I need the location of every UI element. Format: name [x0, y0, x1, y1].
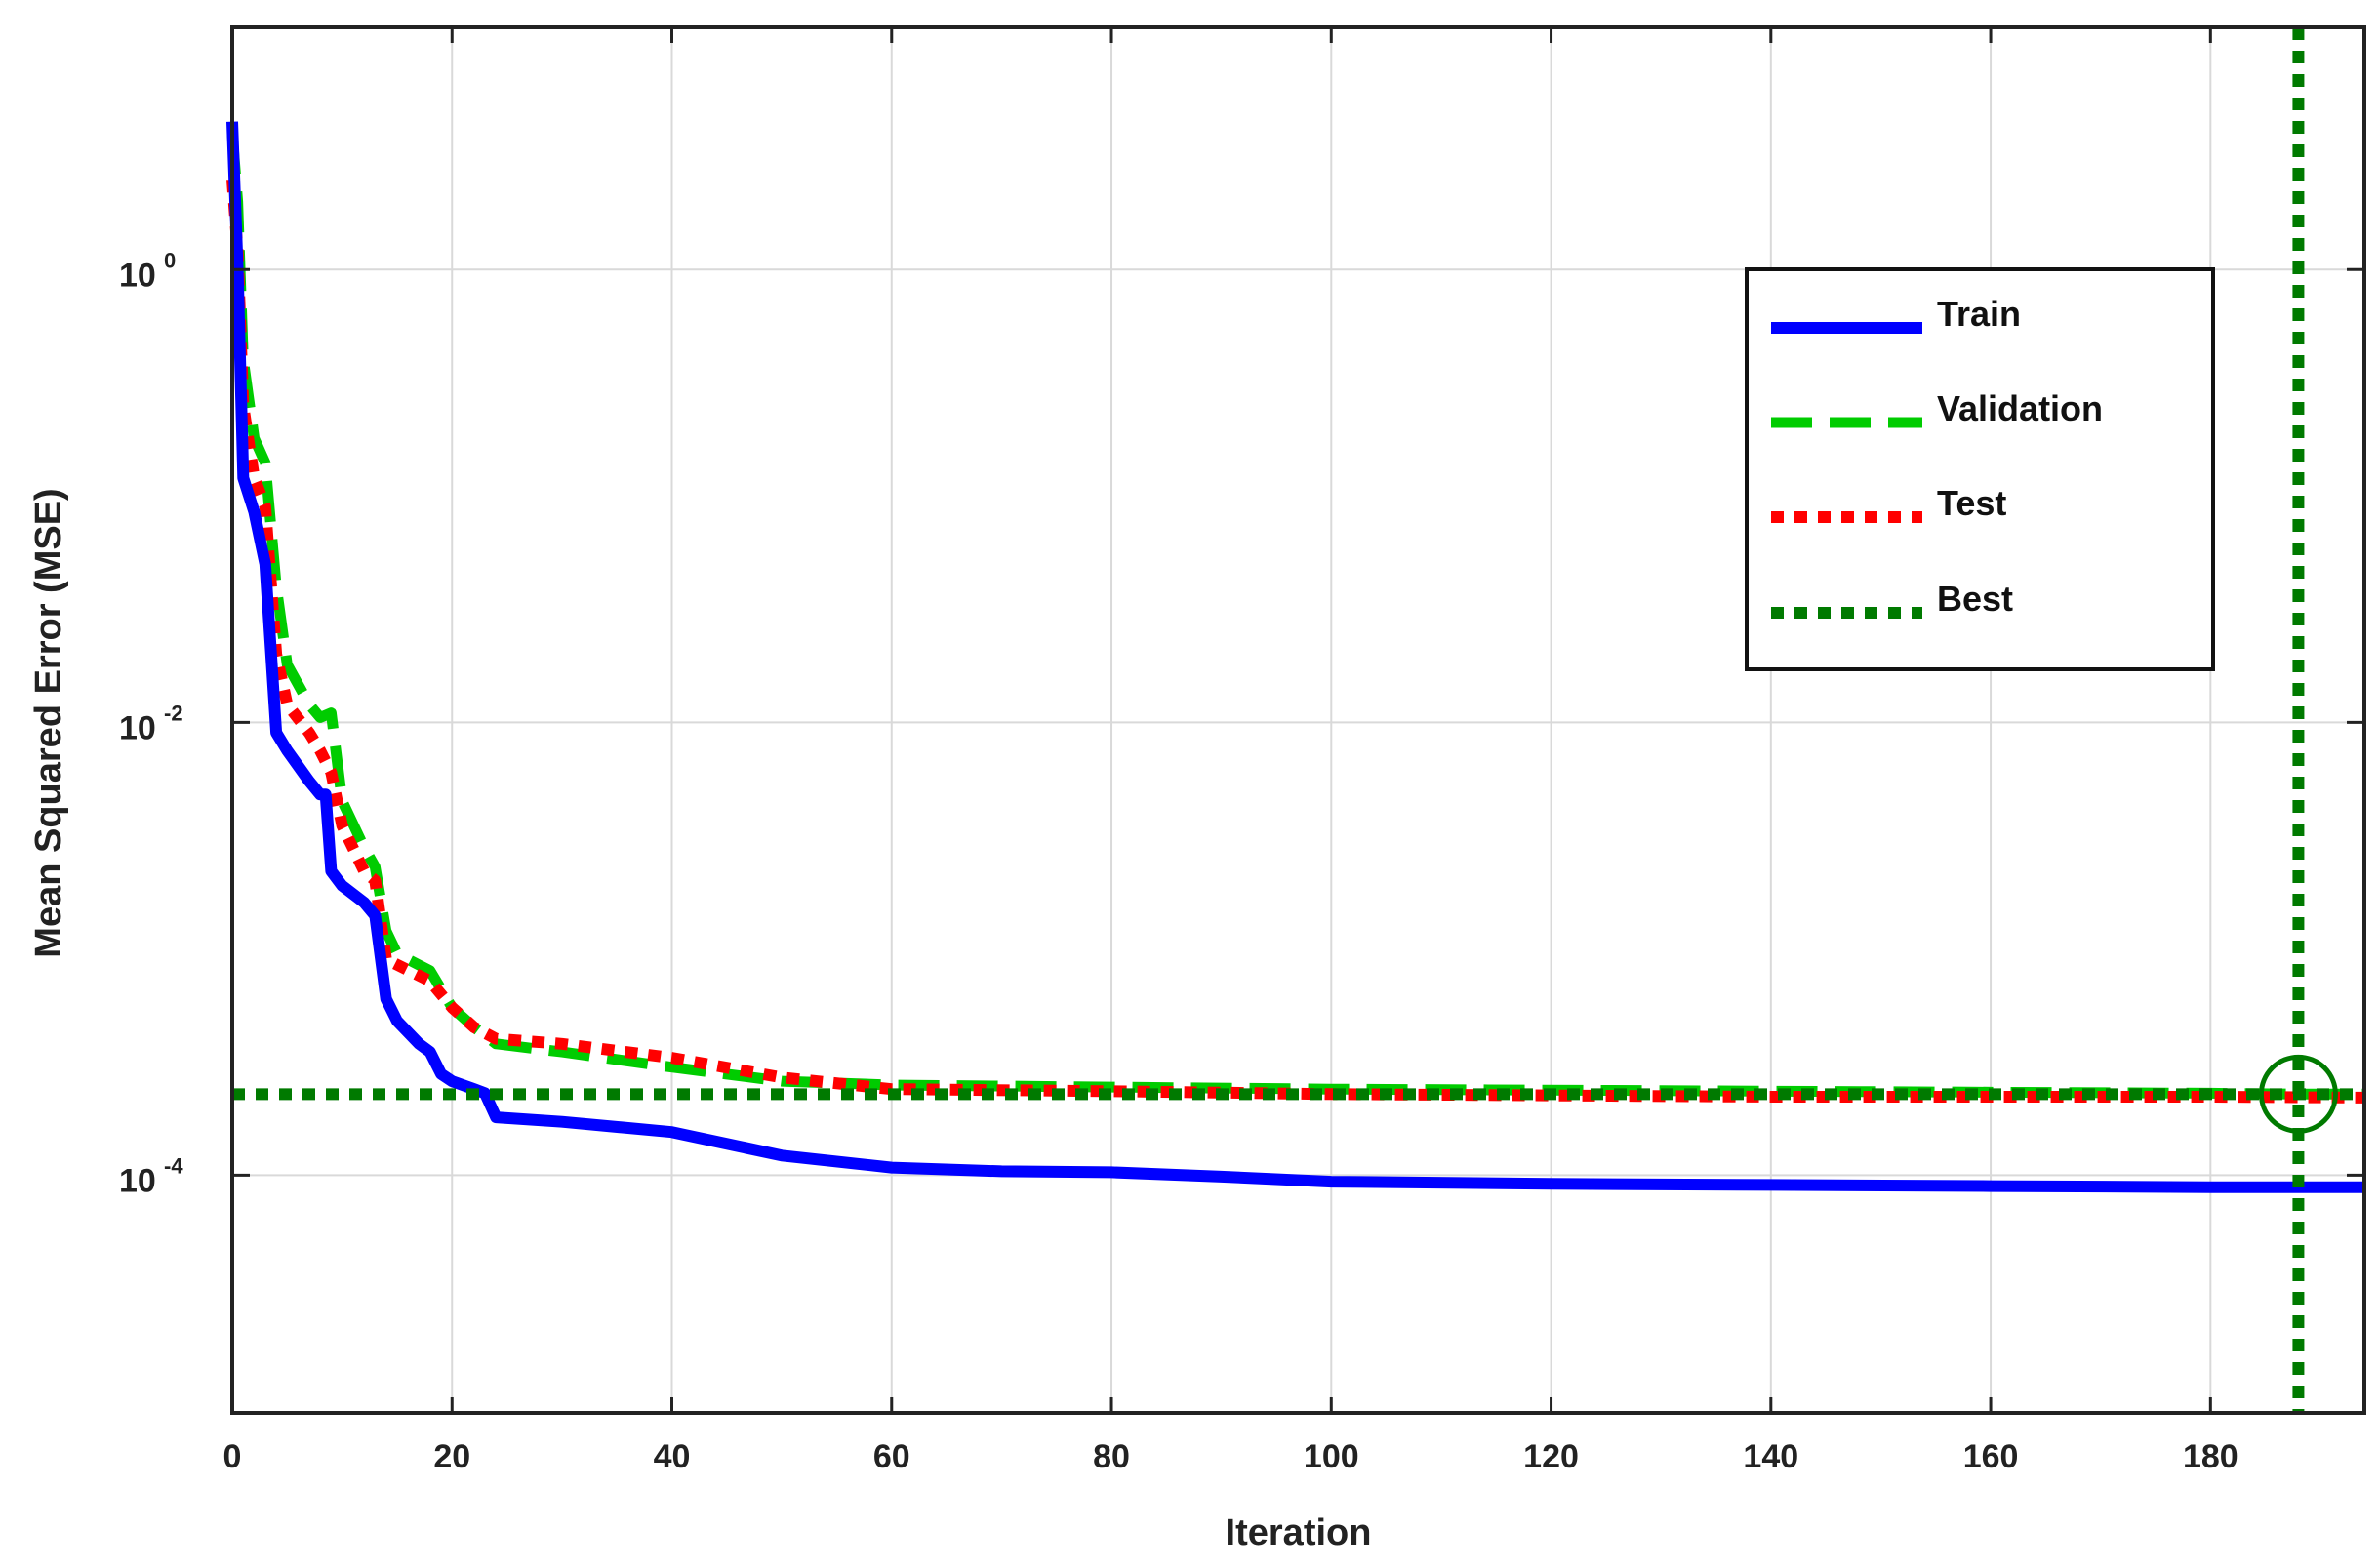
y-tick-exponent: -2: [164, 701, 183, 725]
series-line-train: [226, 121, 2364, 1193]
y-tick-label--4: 10 -4: [119, 1153, 183, 1199]
legend-label-test: Test: [1937, 483, 2006, 523]
y-tick-base: 10: [119, 709, 156, 746]
y-tick-label-0: 10 0: [119, 248, 176, 294]
legend-label-validation: Validation: [1937, 388, 2103, 428]
y-tick-base: 10: [119, 1162, 156, 1199]
x-tick-label-60: 60: [873, 1438, 910, 1475]
plot-series: [226, 27, 2365, 1413]
x-tick-label-160: 160: [1963, 1438, 2019, 1475]
x-tick-label-100: 100: [1304, 1438, 1359, 1475]
x-tick-label-180: 180: [2183, 1438, 2238, 1475]
x-tick-label-40: 40: [654, 1438, 691, 1475]
y-axis-ticks: 10 0 10 -2 10 -4: [119, 248, 2364, 1199]
legend: Train Validation Test Best: [1745, 267, 2215, 671]
x-tick-label-80: 80: [1093, 1438, 1130, 1475]
x-tick-label-20: 20: [433, 1438, 470, 1475]
y-tick-exponent: -4: [164, 1153, 183, 1178]
y-tick-label--2: 10 -2: [119, 701, 183, 746]
series-line-validation: [226, 133, 2364, 1100]
legend-box: [1745, 267, 2215, 671]
best-marker-circle: [2258, 1054, 2338, 1134]
x-tick-label-120: 120: [1523, 1438, 1579, 1475]
plot-frame: [230, 25, 2366, 1415]
y-tick-base: 10: [119, 257, 156, 294]
x-axis-ticks: 0 20 40 60 80 100 120 140 160 180: [223, 27, 2238, 1475]
legend-label-best: Best: [1937, 579, 2013, 619]
x-axis-label: Iteration: [1226, 1512, 1372, 1553]
x-tick-label-140: 140: [1743, 1438, 1798, 1475]
legend-label-train: Train: [1937, 294, 2021, 334]
y-axis-label: Mean Squared Error (MSE): [28, 488, 69, 957]
y-tick-exponent: 0: [164, 248, 176, 272]
x-tick-label-0: 0: [223, 1438, 242, 1475]
